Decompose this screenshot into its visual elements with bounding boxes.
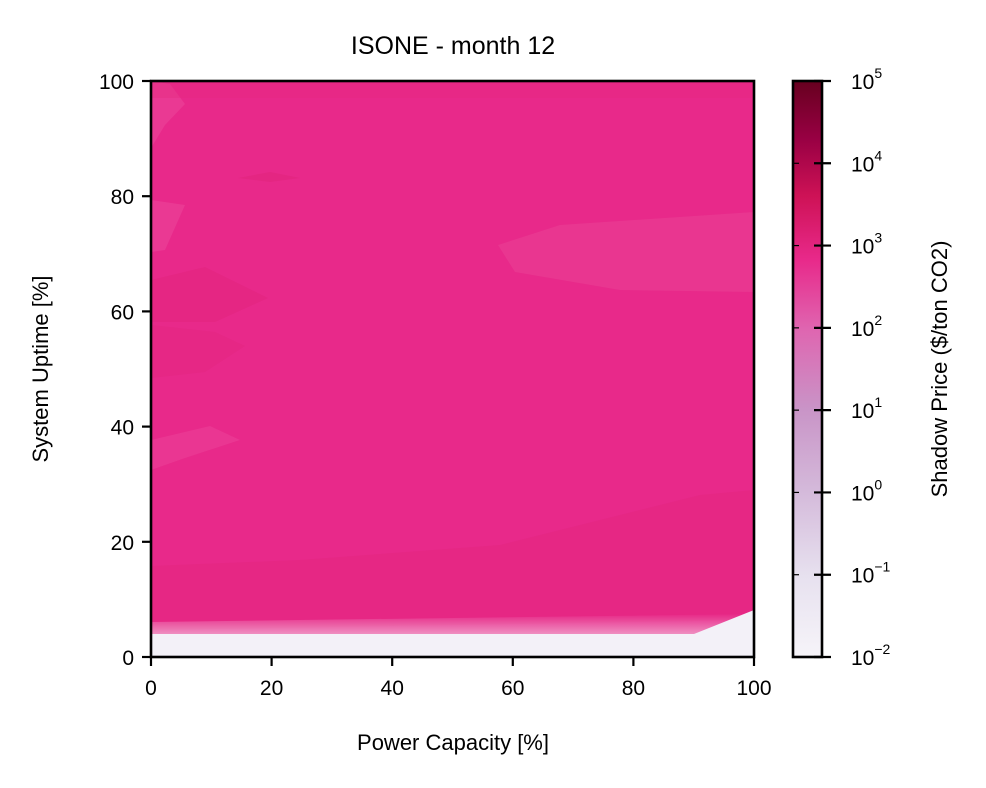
colorbar-tick-label: 101 [851,394,882,423]
chart-title: ISONE - month 12 [351,32,555,60]
x-axis-label: Power Capacity [%] [357,730,549,755]
low-price-edge [151,614,754,636]
x-tick-label: 100 [736,677,771,700]
colorbar-tick-label: 103 [851,230,882,259]
contour-band [498,212,754,292]
colorbar-tick-label: 100 [851,476,882,505]
x-axis: 0 20 40 60 80 100 [145,657,772,700]
y-tick-label: 0 [122,647,134,670]
contour-band [151,426,240,470]
colorbar-tick-label: 10−2 [851,641,891,670]
contour-band [151,81,185,148]
plot-frame [149,79,756,659]
y-axis: 0 20 40 60 80 100 [99,71,151,670]
colorbar-tick-label: 105 [851,65,882,94]
contour-band [238,172,300,182]
colorbar-tick-label: 104 [851,147,882,176]
contour-band [151,200,185,252]
plot-area [151,81,754,657]
x-tick-label: 40 [381,677,404,700]
x-tick-label: 20 [260,677,283,700]
y-axis-label: System Uptime [%] [28,275,53,462]
colorbar-tick-label: 102 [851,312,882,341]
colorbar-tick-label: 10−1 [851,559,891,588]
contour-band [151,325,245,378]
y-tick-label: 20 [111,532,134,555]
colorbar-label: Shadow Price ($/ton CO2) [927,241,952,498]
x-tick-label: 80 [622,677,645,700]
y-tick-label: 60 [111,301,134,324]
colorbar-gradient [793,81,822,657]
x-tick-label: 0 [145,677,157,700]
contour-band [151,490,754,630]
contour-band [151,81,754,98]
colorbar: 10−2 10−1 100 101 102 103 104 105 [791,65,891,670]
x-tick-label: 60 [501,677,524,700]
y-tick-label: 40 [111,417,134,440]
y-tick-label: 100 [99,71,134,94]
y-tick-label: 80 [111,186,134,209]
low-price-region [151,610,754,657]
colorbar-frame [791,79,824,659]
contour-band [151,267,268,322]
